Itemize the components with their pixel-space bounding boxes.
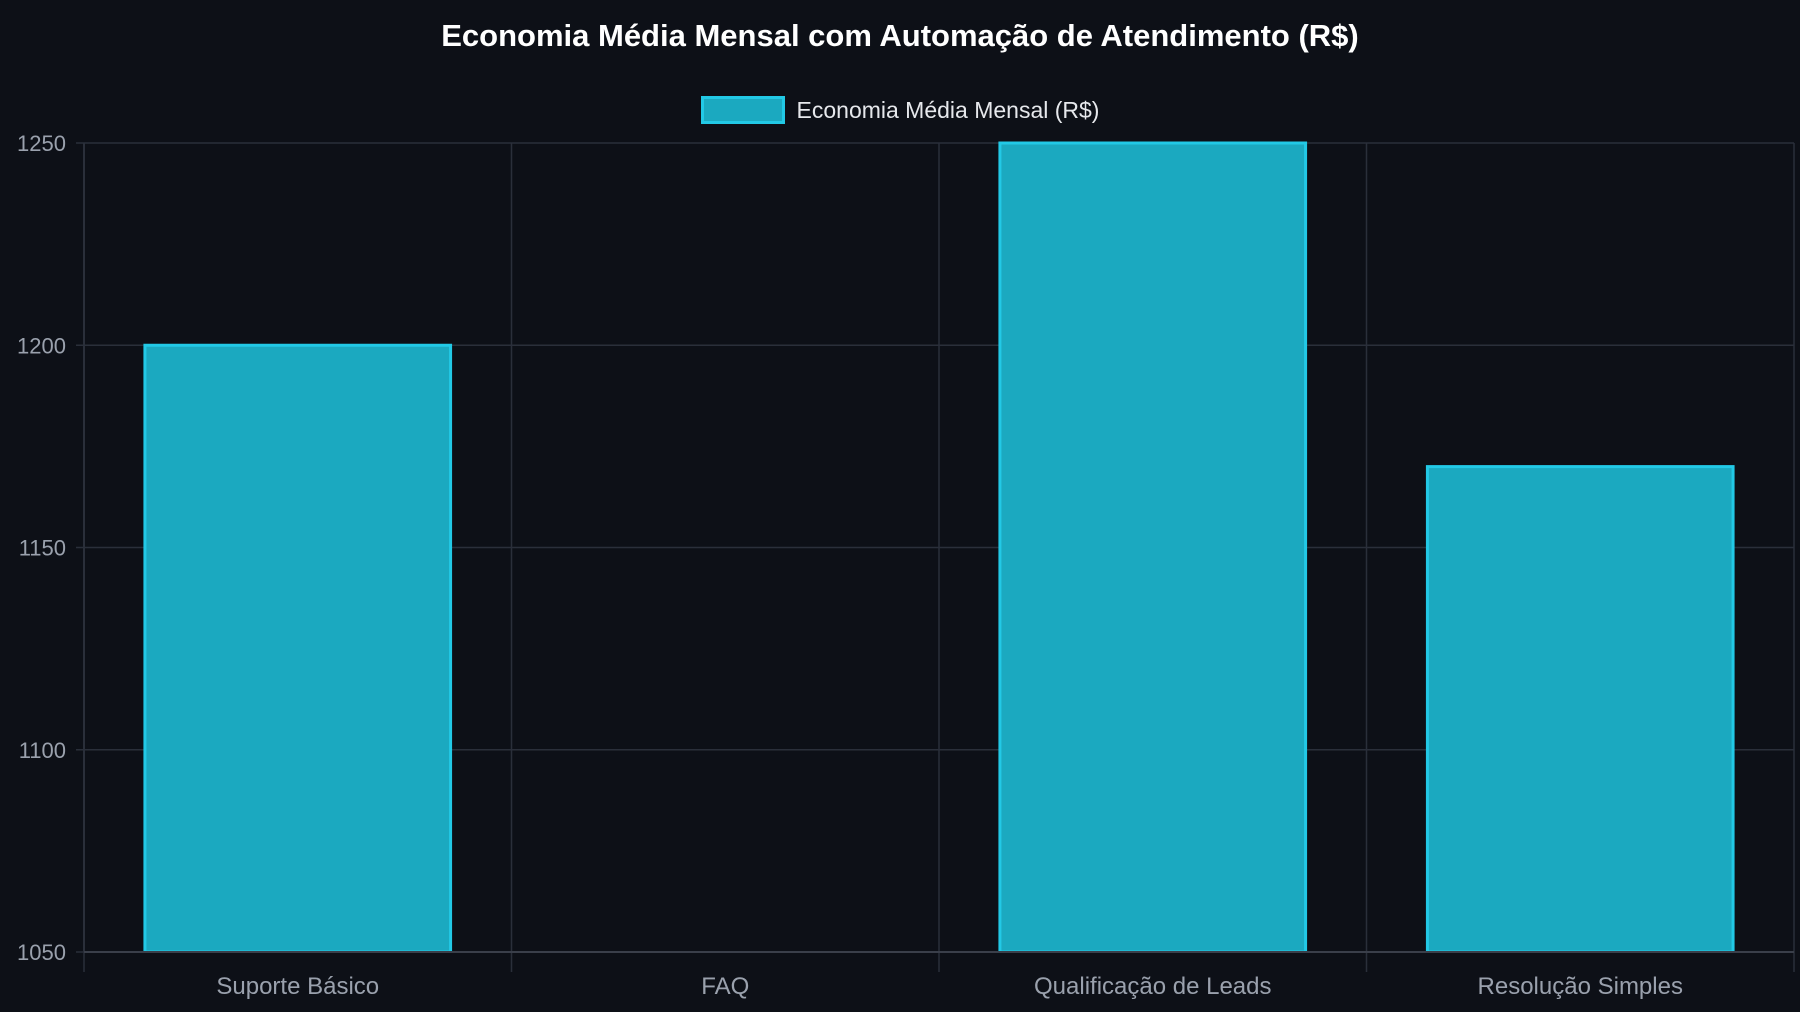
bar: [998, 141, 1308, 952]
chart-legend[interactable]: Economia Média Mensal (R$): [0, 96, 1800, 124]
y-tick-label: 1250: [17, 131, 66, 156]
x-tick-label: Qualificação de Leads: [1034, 973, 1272, 1000]
bar: [143, 343, 453, 952]
x-tick-label: FAQ: [701, 973, 749, 1000]
legend-swatch: [700, 96, 785, 124]
x-tick-label: Resolução Simples: [1478, 973, 1683, 1000]
bar: [1425, 465, 1735, 952]
y-tick-label: 1100: [19, 738, 66, 763]
y-tick-label: 1050: [17, 940, 66, 965]
chart-title: Economia Média Mensal com Automação de A…: [441, 18, 1359, 53]
legend-label: Economia Média Mensal (R$): [796, 96, 1100, 123]
x-tick-label: Suporte Básico: [216, 973, 379, 1000]
y-tick-label: 1200: [17, 333, 66, 358]
y-tick-label: 1150: [19, 536, 66, 561]
